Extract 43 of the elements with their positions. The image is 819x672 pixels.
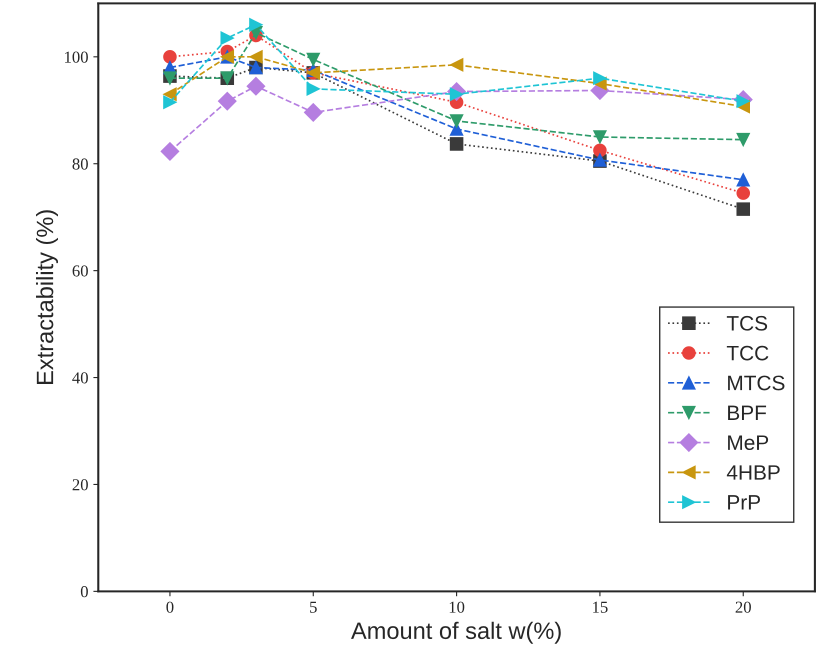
point — [304, 103, 323, 122]
legend-label: TCS — [726, 316, 768, 331]
y-tick-label: 40 — [72, 372, 88, 384]
point — [249, 50, 263, 64]
point — [736, 202, 750, 216]
point — [163, 87, 177, 102]
x-axis-title: Amount of salt w(%) — [351, 622, 561, 644]
point — [736, 186, 750, 200]
x-tick-label: 5 — [310, 602, 317, 613]
y-tick-label: 80 — [72, 158, 88, 170]
y-axis-title: Extractability (%) — [36, 210, 58, 384]
legend-label: MeP — [728, 435, 768, 450]
legend-label: MTCS — [728, 376, 784, 390]
legend-label: PrP — [728, 495, 760, 510]
point — [163, 95, 177, 110]
point — [593, 71, 607, 85]
y-tick-label: 60 — [72, 265, 88, 277]
point — [736, 94, 750, 108]
point — [736, 172, 750, 187]
legend-label: BPF — [728, 406, 766, 420]
x-tick-label: 15 — [593, 602, 608, 613]
y-tick-label: 20 — [72, 479, 88, 490]
point — [450, 114, 464, 128]
point — [306, 82, 320, 96]
x-tick-label: 10 — [450, 602, 464, 613]
point — [220, 31, 234, 45]
point — [249, 18, 263, 32]
point — [450, 137, 464, 151]
point — [593, 130, 607, 144]
x-tick-label: 0 — [166, 602, 174, 613]
point — [163, 50, 177, 64]
y-tick-label: 0 — [80, 586, 88, 598]
point — [593, 144, 607, 158]
point — [218, 92, 237, 111]
legend-label: TCC — [726, 346, 768, 361]
point — [246, 76, 266, 96]
point — [450, 58, 464, 72]
point — [736, 132, 750, 146]
point — [160, 142, 180, 161]
legend-label: 4HBP — [726, 465, 780, 480]
x-tick-label: 20 — [736, 602, 751, 613]
y-tick-label: 100 — [65, 52, 88, 63]
point — [306, 52, 320, 66]
